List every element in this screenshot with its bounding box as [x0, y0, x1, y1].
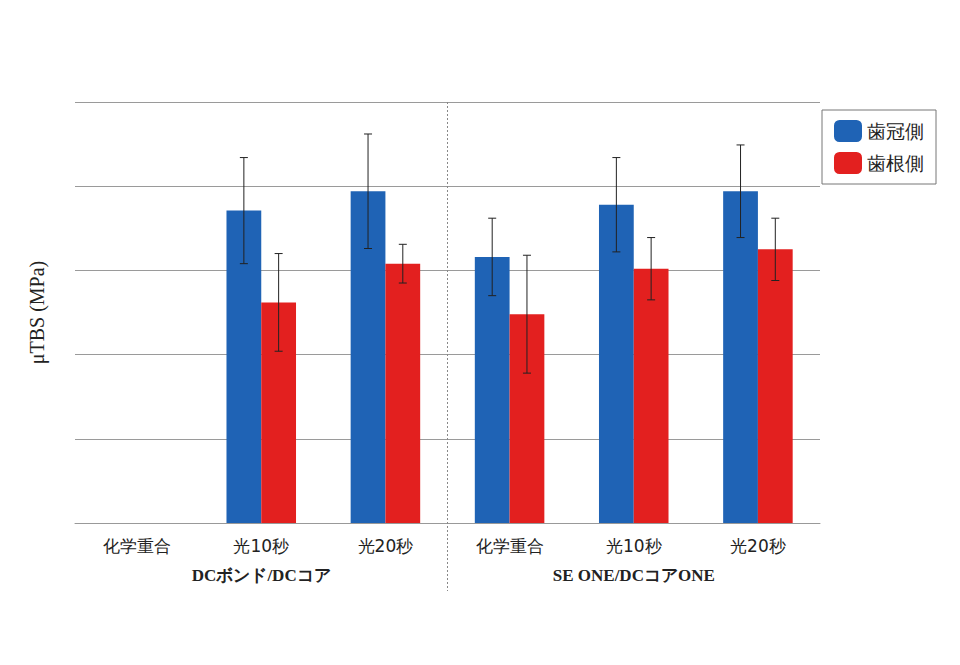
svg-text:光20秒: 光20秒 — [730, 536, 786, 556]
svg-text:μTBS (MPa): μTBS (MPa) — [26, 261, 49, 365]
svg-text:光10秒: 光10秒 — [233, 536, 289, 556]
svg-text:歯根側: 歯根側 — [867, 152, 924, 174]
svg-text:SE ONE/DCコアONE: SE ONE/DCコアONE — [553, 566, 715, 585]
svg-text:DCボンド/DCコア: DCボンド/DCコア — [192, 566, 331, 585]
svg-text:化学重合: 化学重合 — [476, 536, 544, 556]
svg-text:光20秒: 光20秒 — [358, 536, 414, 556]
svg-text:化学重合: 化学重合 — [103, 536, 171, 556]
svg-text:歯冠側: 歯冠側 — [867, 120, 924, 142]
svg-text:光10秒: 光10秒 — [606, 536, 662, 556]
